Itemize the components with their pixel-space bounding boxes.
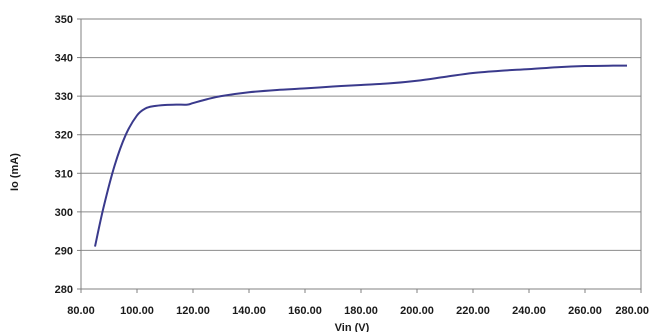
series-line	[94, 64, 628, 247]
x-tick-label: 180.00	[344, 305, 378, 317]
gridlines	[81, 57, 641, 251]
x-tick-label: 160.00	[288, 305, 322, 317]
y-tick-label: 280	[55, 284, 73, 296]
x-axis-label: Vin (V)	[335, 322, 370, 332]
y-tick-label: 330	[55, 91, 73, 103]
x-tick-label: 240.00	[512, 305, 546, 317]
plot-area-frame	[80, 18, 642, 290]
y-tick-label: 310	[55, 168, 73, 180]
x-tick-label: 220.00	[456, 305, 490, 317]
y-axis-label: Io (mA)	[9, 153, 21, 191]
x-tick-label: 140.00	[232, 305, 266, 317]
y-tick-label: 320	[55, 130, 73, 142]
y-axis-ticks: 280 290 300 310 320 330 340 350	[55, 14, 81, 296]
x-tick-label: 120.00	[176, 305, 210, 317]
y-tick-label: 340	[55, 53, 73, 65]
x-tick-label: 280.00	[615, 305, 649, 317]
x-tick-label: 80.00	[67, 305, 95, 317]
x-tick-label: 200.00	[400, 305, 434, 317]
y-tick-label: 290	[55, 245, 73, 257]
y-tick-label: 350	[55, 14, 73, 26]
x-axis-ticks: 80.00 100.00 120.00 140.00 160.00 180.00 200.0…	[67, 289, 649, 317]
y-tick-label: 300	[55, 207, 73, 219]
x-tick-label: 260.00	[568, 305, 602, 317]
x-tick-label: 100.00	[120, 305, 154, 317]
